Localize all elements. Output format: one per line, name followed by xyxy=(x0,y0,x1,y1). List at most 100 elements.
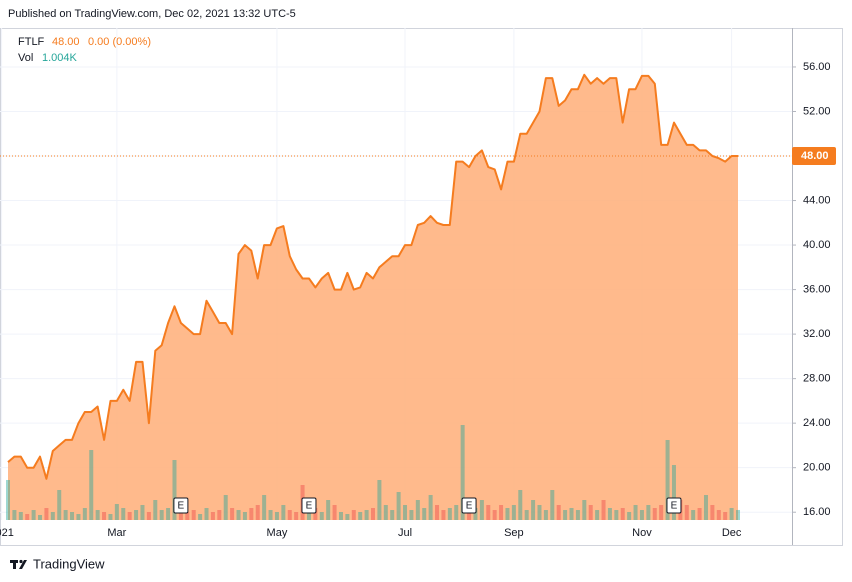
volume-bar xyxy=(409,510,414,520)
volume-bar xyxy=(127,512,132,520)
published-note: Published on TradingView.com, Dec 02, 20… xyxy=(8,8,296,20)
volume-bar xyxy=(95,510,100,520)
event-badge xyxy=(301,497,317,514)
volume-bar xyxy=(57,490,62,520)
volume-bar xyxy=(134,510,139,520)
volume-bar xyxy=(6,480,10,520)
volume-bar xyxy=(646,505,651,520)
legend-change: 0.00 (0.00%) xyxy=(88,36,151,48)
x-tick-label: Sep xyxy=(504,527,524,539)
volume-bar xyxy=(121,508,126,520)
volume-bar xyxy=(595,510,600,520)
volume-bar xyxy=(537,505,542,520)
x-tick-label: Mar xyxy=(107,527,126,539)
plot xyxy=(0,28,792,521)
volume-bar xyxy=(639,510,644,520)
legend-symbol: FTLF xyxy=(18,36,45,48)
event-badge xyxy=(461,497,477,514)
price-area xyxy=(8,74,738,521)
volume-bar xyxy=(607,508,612,520)
volume-bar xyxy=(210,512,215,520)
x-tick-label: May xyxy=(267,527,288,539)
volume-bar xyxy=(441,510,446,520)
volume-bar xyxy=(44,508,49,520)
volume-bar xyxy=(12,510,17,520)
volume-bar xyxy=(684,505,689,520)
volume-bar xyxy=(473,508,478,520)
volume-bar xyxy=(332,505,337,520)
volume-bar xyxy=(172,460,177,520)
event-label: E xyxy=(306,501,313,512)
volume-bar xyxy=(236,510,241,520)
volume-bar xyxy=(518,490,523,520)
y-tick-label: 32.00 xyxy=(803,328,831,340)
volume-bar xyxy=(50,512,55,520)
volume-bar xyxy=(345,514,350,520)
volume-bar xyxy=(38,515,43,520)
volume-bar xyxy=(313,508,318,520)
volume-bar xyxy=(499,505,504,520)
event-badge xyxy=(173,497,189,514)
volume-bar xyxy=(403,505,408,520)
volume-bar xyxy=(575,510,580,520)
volume-bar xyxy=(703,495,708,520)
volume-bar xyxy=(415,500,420,520)
volume-bar xyxy=(358,512,363,520)
volume-bar xyxy=(178,510,183,520)
volume-bar xyxy=(543,510,548,520)
volume-bar xyxy=(242,512,247,520)
y-tick-label: 44.00 xyxy=(803,194,831,206)
volume-bar xyxy=(185,512,190,520)
legend-vol-label: Vol xyxy=(18,52,33,64)
volume-bar xyxy=(588,505,593,520)
y-tick-label: 28.00 xyxy=(803,373,831,385)
x-tick-label: Nov xyxy=(632,527,652,539)
volume-bar xyxy=(70,512,75,520)
volume-bar xyxy=(505,508,510,520)
y-tick-label: 56.00 xyxy=(803,61,831,73)
volume-bar xyxy=(146,512,151,520)
volume-bar xyxy=(114,504,119,520)
brand-name: TradingView xyxy=(33,556,105,571)
volume-bar xyxy=(435,505,440,520)
volume-bar xyxy=(556,505,561,520)
event-label: E xyxy=(671,501,678,512)
volume-bar xyxy=(166,508,171,520)
chart-frame xyxy=(0,28,843,546)
volume-bar xyxy=(371,508,375,520)
volume-bar xyxy=(377,480,382,520)
y-tick-label: 20.00 xyxy=(803,462,831,474)
volume-bar xyxy=(262,495,267,520)
brand-logo xyxy=(10,559,27,569)
x-tick-label: 2021 xyxy=(0,527,14,539)
volume-bar xyxy=(294,512,299,520)
price-line xyxy=(7,73,738,480)
y-tick-label: 36.00 xyxy=(803,283,831,295)
volume-bar xyxy=(531,500,536,520)
volume-bar xyxy=(25,514,30,520)
volume-bar xyxy=(364,510,369,520)
volume-bar xyxy=(524,510,529,520)
last-price-box xyxy=(792,147,836,166)
x-tick-label: Dec xyxy=(722,527,742,539)
volume-bar xyxy=(351,510,356,520)
volume-bar xyxy=(249,508,254,520)
volume-bar xyxy=(563,510,568,520)
volume-bar xyxy=(691,510,696,520)
last-price-label: 48.00 xyxy=(801,150,829,162)
volume-bar xyxy=(390,510,395,520)
volume-bar xyxy=(102,512,107,520)
volume-bar xyxy=(671,465,676,520)
volume-bar xyxy=(319,512,324,520)
volume-bar xyxy=(460,425,465,520)
volume-bar xyxy=(31,510,36,520)
volume-bar xyxy=(268,510,273,520)
volume-bar xyxy=(697,508,702,520)
volume-bar xyxy=(326,500,331,520)
volume-bar xyxy=(217,510,222,520)
legend-vol-value: 1.004K xyxy=(42,52,78,64)
volume-bar xyxy=(614,510,619,520)
y-tick-label: 16.00 xyxy=(803,506,831,518)
volume-bar xyxy=(274,512,279,520)
